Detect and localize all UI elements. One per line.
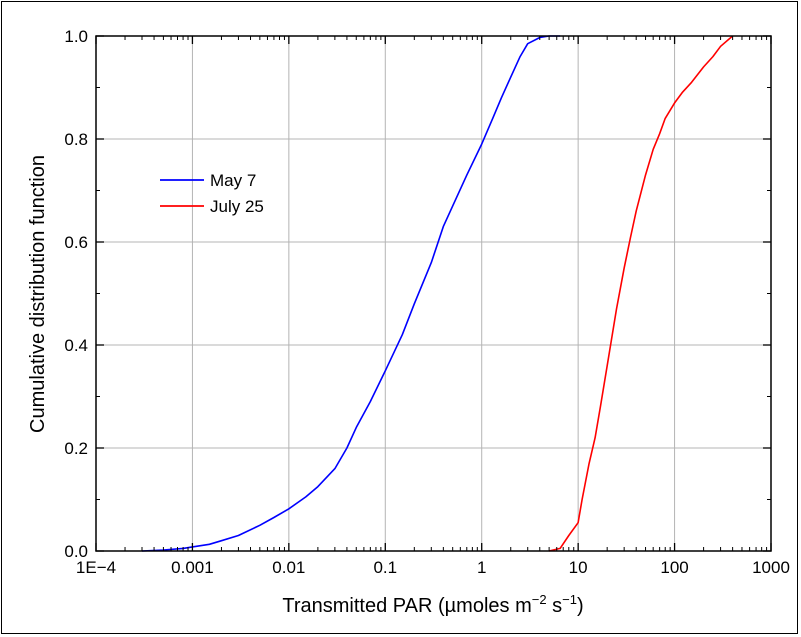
x-tick-label: 0.001 — [171, 558, 214, 577]
grid-lines — [96, 36, 771, 551]
x-axis-title-sup2: −1 — [562, 592, 577, 607]
series-line-may-7 — [141, 35, 561, 552]
x-axis-title-sup1: −2 — [532, 592, 547, 607]
x-axis-title-base: Transmitted PAR ( — [282, 595, 445, 617]
y-tick-label: 0.8 — [64, 130, 88, 149]
x-tick-labels: 1E−4 0.001 0.01 0.1 1 10 100 1000 — [76, 558, 790, 577]
x-tick-label: 0.1 — [373, 558, 397, 577]
x-tick-label: 1E−4 — [76, 558, 116, 577]
x-tick-label: 0.01 — [272, 558, 305, 577]
series-line-july-25 — [548, 35, 734, 552]
y-tick-label: 1.0 — [64, 27, 88, 46]
x-tick-label: 10 — [569, 558, 588, 577]
plot-area-border — [95, 35, 772, 552]
y-tick-label: 0.6 — [64, 233, 88, 252]
x-axis-title-mid2: s — [547, 595, 563, 617]
x-tick-label: 100 — [660, 558, 688, 577]
x-tick-label: 1000 — [752, 558, 790, 577]
legend: May 7 July 25 — [160, 171, 264, 216]
y-axis-title: Cumulative distribution function — [27, 155, 49, 433]
series-group — [141, 35, 734, 552]
x-axis-title-mid: moles m — [456, 595, 532, 617]
x-axis-title: Transmitted PAR (µmoles m−2 s−1) — [282, 592, 583, 617]
x-axis-title-mu: µ — [445, 595, 457, 617]
x-axis-title-end: ) — [577, 595, 584, 617]
y-tick-label: 0.4 — [64, 336, 88, 355]
y-tick-label: 0.2 — [64, 439, 88, 458]
y-tick-labels: 0.0 0.2 0.4 0.6 0.8 1.0 — [64, 27, 88, 561]
legend-label-july-25: July 25 — [210, 197, 264, 216]
y-tick-label: 0.0 — [64, 542, 88, 561]
axis-ticks — [95, 35, 772, 552]
x-tick-label: 1 — [477, 558, 486, 577]
legend-label-may-7: May 7 — [210, 171, 256, 190]
